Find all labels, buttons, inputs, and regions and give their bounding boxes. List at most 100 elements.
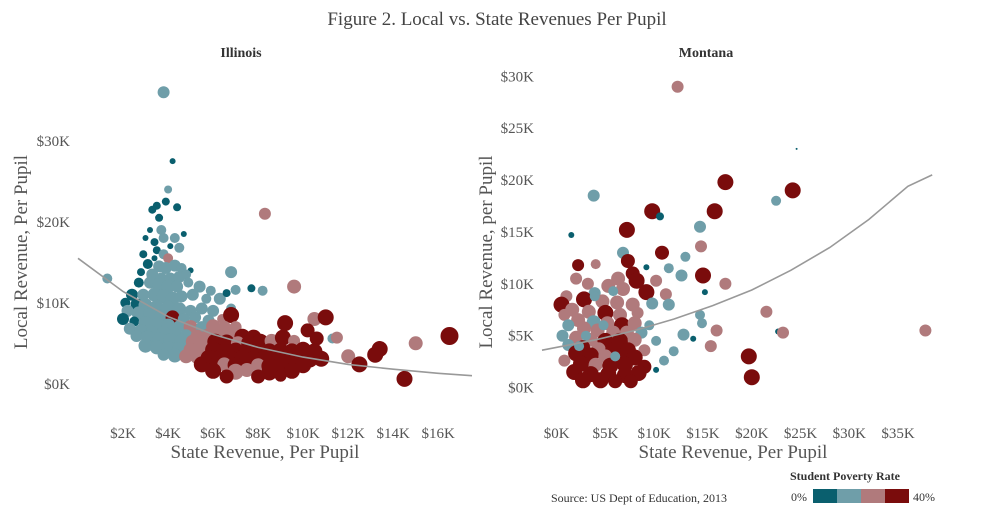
il-data-point bbox=[222, 289, 231, 298]
mt-data-point bbox=[784, 182, 801, 199]
mt-data-point bbox=[719, 277, 732, 290]
mt-data-point bbox=[695, 309, 705, 320]
mt-y-tick-label: $0K bbox=[508, 381, 534, 397]
illinois-y-ticks: $0K $10K $20K $30K bbox=[37, 134, 71, 393]
il-data-point bbox=[181, 269, 192, 280]
mt-data-point bbox=[576, 291, 592, 308]
montana-x-ticks: $0K $5K $10K $15K $20K $25K $30K $35K bbox=[544, 426, 915, 442]
mt-data-point bbox=[662, 298, 675, 311]
mt-data-point bbox=[690, 335, 697, 342]
il-data-point bbox=[261, 364, 278, 381]
il-data-point bbox=[142, 259, 153, 269]
il-data-point bbox=[137, 268, 145, 277]
il-data-point bbox=[186, 288, 199, 301]
il-data-point bbox=[152, 246, 161, 255]
illinois-trend-line bbox=[77, 257, 473, 377]
il-data-point bbox=[317, 309, 334, 326]
montana-points bbox=[553, 80, 932, 389]
mt-data-point bbox=[568, 232, 575, 238]
mt-x-tick-label: $25K bbox=[784, 426, 818, 442]
mt-data-point bbox=[659, 288, 672, 301]
mt-data-point bbox=[592, 372, 609, 389]
mt-data-point bbox=[795, 147, 798, 150]
il-data-point bbox=[219, 369, 234, 384]
il-data-point bbox=[130, 330, 143, 342]
illinois-points bbox=[102, 86, 459, 387]
il-data-point bbox=[150, 238, 159, 247]
mt-data-point bbox=[643, 264, 650, 271]
mt-data-point bbox=[717, 174, 734, 191]
mt-data-point bbox=[608, 374, 623, 389]
illinois-title: Illinois bbox=[220, 46, 262, 61]
il-data-point bbox=[330, 331, 343, 344]
il-data-point bbox=[205, 362, 222, 379]
montana-trend-line bbox=[541, 174, 933, 351]
il-data-point bbox=[173, 203, 182, 212]
legend-swatch bbox=[837, 489, 861, 503]
il-data-point bbox=[201, 293, 212, 304]
mt-data-point bbox=[655, 245, 669, 260]
mt-x-tick-label: $20K bbox=[735, 426, 769, 442]
il-data-point bbox=[223, 307, 240, 323]
illinois-y-axis-label: Local Revenue, Per Pupil bbox=[11, 155, 32, 349]
mt-data-point bbox=[650, 274, 663, 287]
mt-data-point bbox=[695, 267, 711, 284]
il-data-point bbox=[205, 285, 216, 296]
il-data-point bbox=[258, 207, 271, 220]
mt-data-point bbox=[919, 324, 932, 337]
mt-data-point bbox=[587, 189, 600, 202]
il-data-point bbox=[157, 348, 170, 361]
il-data-point bbox=[287, 279, 302, 294]
mt-data-point bbox=[694, 220, 706, 233]
legend-min-label: 0% bbox=[791, 490, 807, 504]
mt-data-point bbox=[663, 263, 674, 274]
il-x-tick-label: $2K bbox=[110, 426, 136, 442]
il-data-point bbox=[155, 213, 164, 222]
mt-data-point bbox=[710, 324, 723, 337]
il-data-point bbox=[139, 250, 148, 259]
il-data-point bbox=[283, 362, 300, 379]
mt-y-tick-label: $15K bbox=[501, 225, 535, 241]
figure-title: Figure 2. Local vs. State Revenues Per P… bbox=[327, 9, 666, 30]
il-data-point bbox=[195, 302, 208, 315]
mt-x-tick-label: $5K bbox=[592, 426, 618, 442]
mt-data-point bbox=[572, 259, 585, 272]
il-data-point bbox=[371, 341, 388, 357]
il-y-tick-label: $30K bbox=[37, 134, 71, 150]
mt-data-point bbox=[611, 271, 626, 286]
il-x-tick-label: $16K bbox=[422, 426, 456, 442]
illinois-x-axis-label: State Revenue, Per Pupil bbox=[171, 442, 360, 463]
mt-data-point bbox=[558, 308, 571, 321]
mt-x-tick-label: $15K bbox=[686, 426, 720, 442]
il-data-point bbox=[174, 242, 185, 253]
il-data-point bbox=[158, 233, 169, 243]
mt-data-point bbox=[627, 316, 642, 331]
mt-data-point bbox=[740, 348, 757, 365]
il-data-point bbox=[161, 197, 170, 206]
mt-data-point bbox=[668, 346, 679, 357]
il-data-point bbox=[183, 277, 194, 288]
mt-data-point bbox=[598, 320, 609, 331]
mt-data-point bbox=[631, 306, 644, 319]
il-x-tick-label: $8K bbox=[245, 426, 271, 442]
mt-data-point bbox=[558, 354, 571, 367]
il-data-point bbox=[351, 356, 368, 373]
mt-data-point bbox=[743, 369, 760, 386]
il-data-point bbox=[180, 231, 187, 237]
mt-data-point bbox=[620, 254, 635, 268]
mt-y-tick-label: $5K bbox=[508, 329, 534, 345]
il-data-point bbox=[257, 285, 268, 296]
mt-x-tick-label: $30K bbox=[833, 426, 867, 442]
mt-data-point bbox=[581, 304, 596, 319]
il-data-point bbox=[408, 336, 423, 351]
il-data-point bbox=[138, 338, 153, 353]
source-note: Source: US Dept of Education, 2013 bbox=[551, 491, 727, 505]
mt-data-point bbox=[697, 318, 707, 329]
il-data-point bbox=[251, 369, 266, 384]
mt-data-point bbox=[589, 291, 600, 302]
il-data-point bbox=[300, 323, 315, 338]
il-data-point bbox=[193, 280, 206, 293]
il-data-point bbox=[277, 315, 294, 332]
il-x-tick-label: $12K bbox=[331, 426, 365, 442]
mt-data-point bbox=[590, 259, 601, 270]
